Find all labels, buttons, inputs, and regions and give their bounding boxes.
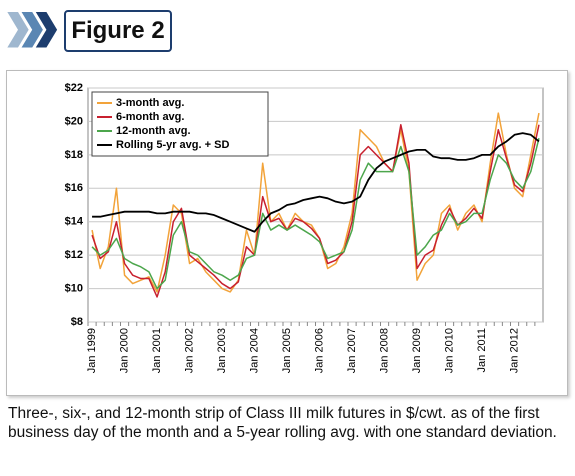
y-tick-label: $8 [71,316,83,328]
x-tick-label: Jan 2005 [281,328,293,373]
legend-label: 6-month avg. [116,111,184,123]
x-tick-label: Jan 2012 [508,328,520,373]
x-tick-label: Jan 2010 [443,328,455,373]
legend-box [91,91,269,157]
x-tick-label: Jan 1999 [86,328,98,373]
x-tick-label: Jan 2006 [313,328,325,373]
x-tick-label: Jan 2002 [183,328,195,373]
y-tick-label: $14 [65,216,84,228]
chart: $8 $10 $12 $14 $16 $18 $20 $22 Jan 1999 Jan 2000 J… [65,82,544,373]
y-tick-label: $22 [65,82,83,94]
legend-label: Rolling 5-yr avg. + SD [116,139,229,151]
y-tick-label: $16 [65,182,83,194]
legend-label: 12-month avg. [116,125,191,137]
chart-frame [6,70,568,396]
series-line [91,112,540,293]
series-line [92,132,540,233]
caption: Three-, six-, and 12-month strip of Clas… [8,405,557,441]
x-tick-label: Jan 2004 [248,328,260,373]
x-tick-label: Jan 2000 [118,328,130,373]
x-tick-label: Jan 2008 [378,328,390,373]
x-tick-label: Jan 2009 [411,328,423,373]
y-tick-label: $10 [65,282,83,294]
y-tick-label: $20 [65,115,83,127]
x-tick-label: Jan 2001 [151,328,163,373]
figure-label: Figure 2 [64,10,172,52]
x-tick-label: Jan 2011 [476,328,488,372]
y-tick-label: $18 [65,149,83,161]
legend-label: 3-month avg. [116,97,184,109]
x-tick-label: Jan 2003 [216,328,228,373]
x-tick-label: Jan 2007 [346,328,358,373]
series-line [91,137,540,290]
series-line [91,124,540,298]
chevrons [7,12,58,48]
y-tick-label: $12 [65,249,83,261]
